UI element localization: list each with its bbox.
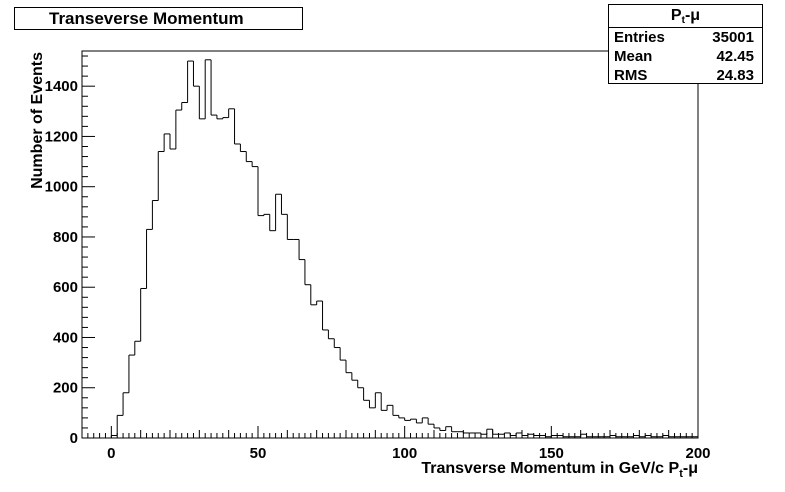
y-tick-label: 400 (53, 329, 78, 346)
x-tick-label: 50 (250, 445, 267, 462)
x-tick-label: 100 (392, 445, 417, 462)
stats-value: 24.83 (716, 67, 754, 84)
chart-title: Transeverse Momentum (14, 7, 303, 30)
y-axis-label: Number of Events (29, 52, 46, 189)
x-tick-label: 150 (539, 445, 564, 462)
y-tick-label: 600 (53, 279, 78, 296)
x-tick-label: 0 (107, 445, 115, 462)
y-tick-label: 1200 (45, 128, 78, 145)
axes (81, 50, 699, 439)
y-tick-label: 1000 (45, 179, 78, 196)
stats-row-mean: Mean 42.45 (609, 47, 762, 66)
stats-value: 35001 (712, 29, 754, 46)
stats-label: Mean (614, 48, 653, 65)
x-axis-label: Transverse Momentum in GeV/c Pt-μ (421, 460, 698, 480)
stats-box: Pt-μ Entries 35001 Mean 42.45 RMS 24.83 (608, 4, 763, 84)
axis-ticks: 0 50 100 150 200 0 200 400 600 800 1000 1200 1400 (45, 55, 711, 462)
plot-frame (81, 50, 699, 439)
y-tick-label: 1400 (45, 78, 78, 95)
stats-value: 42.45 (716, 48, 754, 65)
histogram-bins (82, 59, 698, 439)
y-tick-label: 0 (70, 430, 78, 447)
stats-row-rms: RMS 24.83 (609, 66, 762, 85)
stats-box-title: Pt-μ (609, 5, 762, 28)
x-tick-label: 200 (685, 445, 710, 462)
stats-label: Entries (614, 29, 665, 46)
stats-row-entries: Entries 35001 (609, 28, 762, 47)
stats-label: RMS (614, 67, 648, 84)
chart-title-text: Transeverse Momentum (49, 9, 244, 28)
y-tick-label: 800 (53, 229, 78, 246)
y-tick-label: 200 (53, 380, 78, 397)
axis-labels: Transverse Momentum in GeV/c Pt-μ Number … (29, 52, 698, 480)
